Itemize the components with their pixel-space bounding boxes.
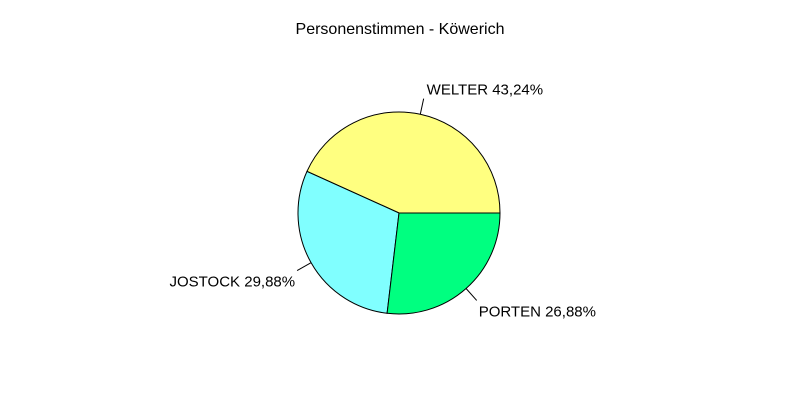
slice-label-porten: PORTEN 26,88% xyxy=(479,303,596,320)
pie-slice-porten xyxy=(386,212,501,315)
chart-title: Personenstimmen - Köwerich xyxy=(296,21,505,38)
slice-label-welter: WELTER 43,24% xyxy=(427,82,543,99)
pie-slice-labels: WELTER 43,24% JOSTOCK 29,88% PORTEN 26,88% xyxy=(169,82,595,321)
leader-line-jostock xyxy=(296,262,312,271)
pie-slices xyxy=(297,111,501,315)
leader-line-porten xyxy=(465,288,478,301)
pie-slice-jostock xyxy=(297,170,400,314)
pie-leader-lines xyxy=(296,98,478,301)
leader-line-welter xyxy=(419,98,425,115)
pie-slice-welter xyxy=(306,111,501,214)
slice-label-jostock: JOSTOCK 29,88% xyxy=(169,274,295,291)
